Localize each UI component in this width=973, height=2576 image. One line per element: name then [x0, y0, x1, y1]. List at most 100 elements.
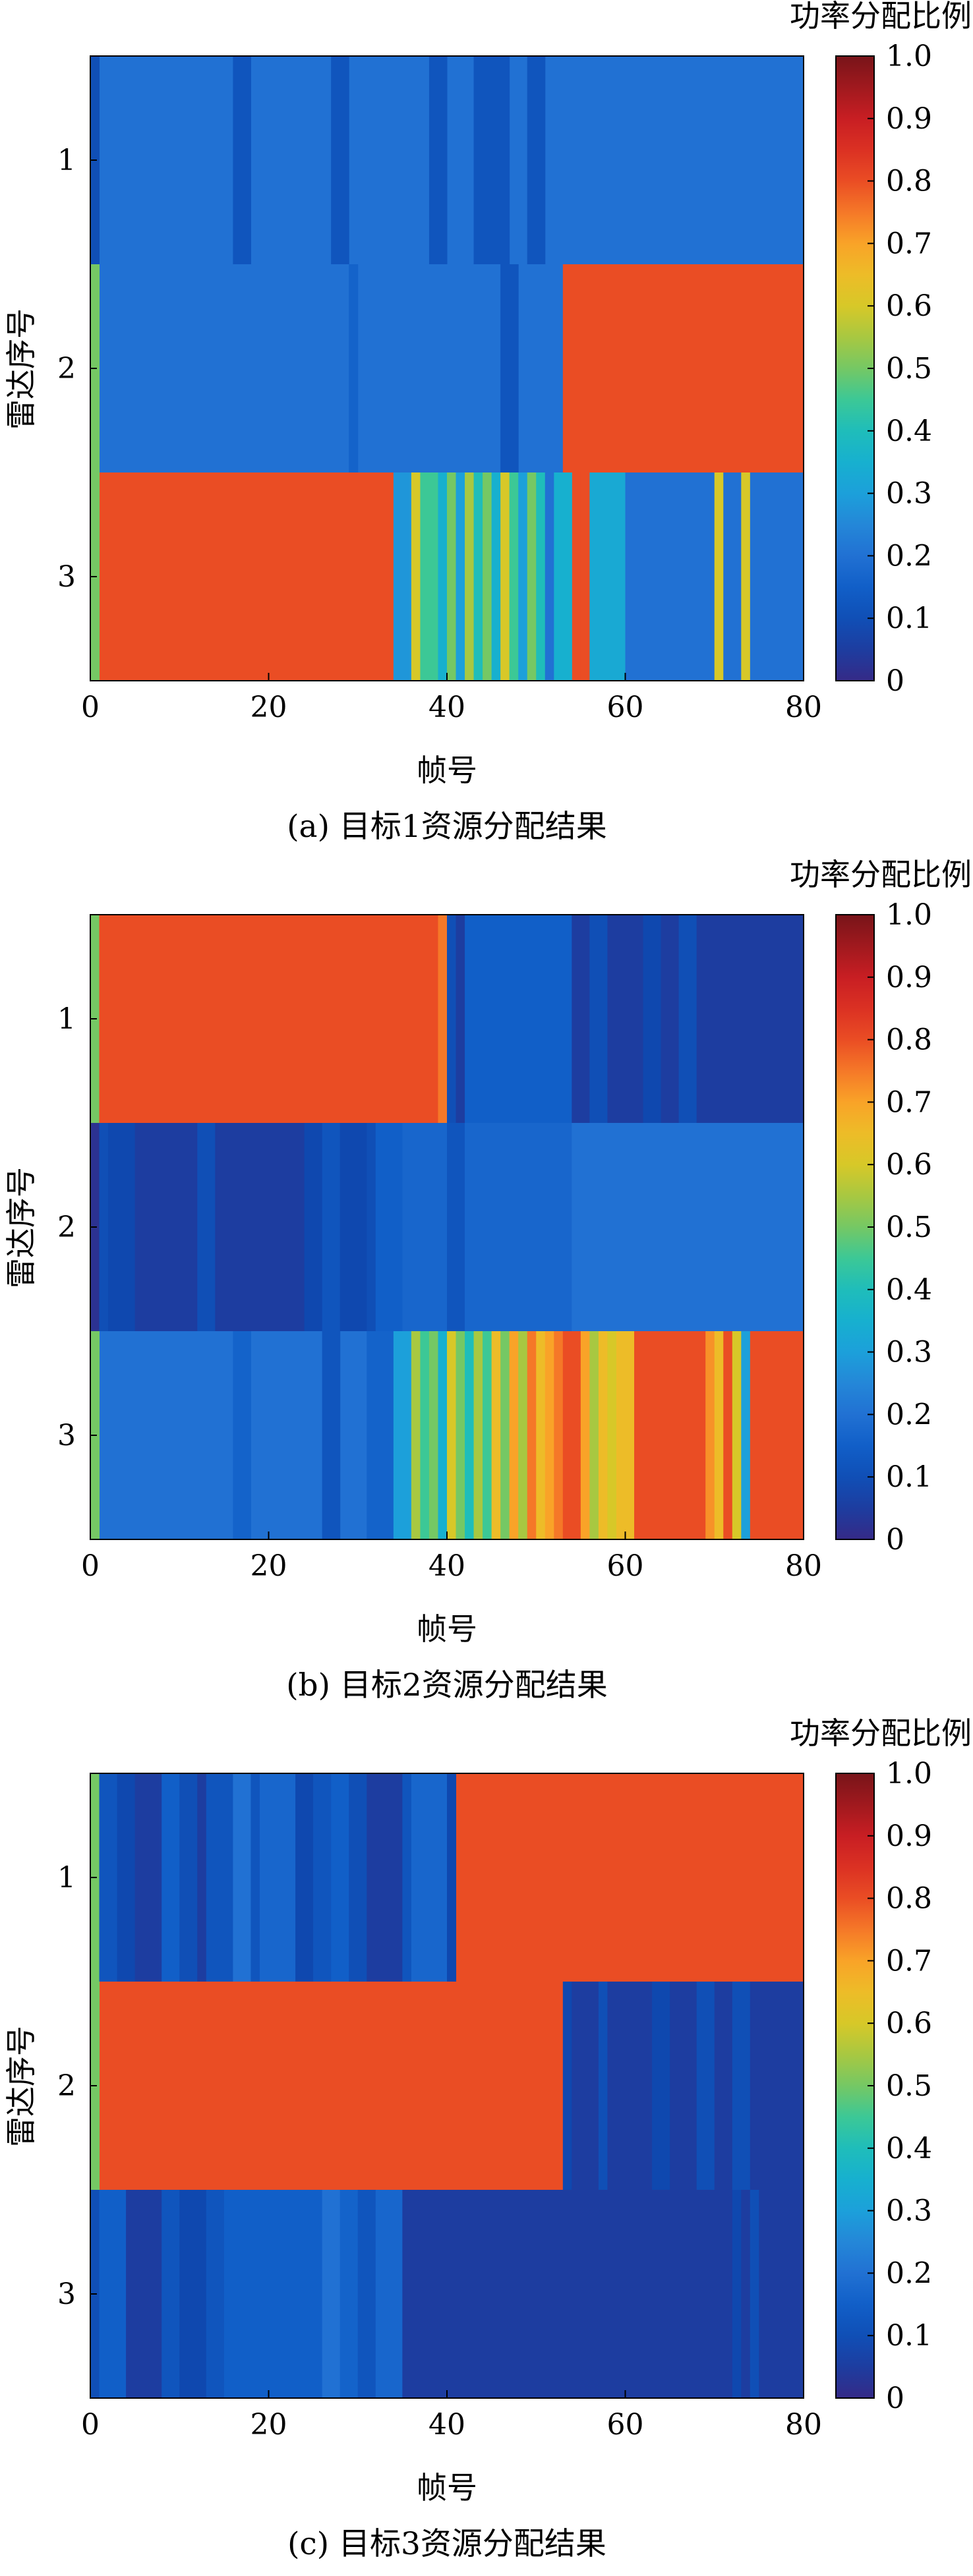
colorbar-tick-label: 0.3	[886, 2194, 932, 2228]
y-tick-label: 3	[57, 560, 76, 594]
heatmap-panel-c: 1 2 3 0 20 40 60 80 0 0.1 0.2 0.3 0.4 0.5 0.6 0.7 0.8 0.…	[0, 1717, 973, 2576]
heatmap-cell	[661, 915, 680, 1123]
x-tick-label: 0	[81, 2408, 100, 2442]
heatmap-cell	[393, 472, 412, 681]
x-tick-label: 80	[785, 691, 822, 724]
colorbar-tick-label: 0.9	[886, 1819, 932, 1853]
x-tick-label: 20	[251, 691, 287, 724]
heatmap-cell	[562, 1982, 572, 2190]
heatmap-cell	[349, 1773, 367, 1982]
heatmap-cell	[670, 1982, 697, 2190]
x-tick-label: 0	[81, 691, 100, 724]
colorbar-tick-label: 0.6	[886, 289, 932, 323]
colorbar-tick-label: 0.6	[886, 1148, 932, 1182]
heatmap-cell	[741, 2190, 751, 2398]
x-tick-label: 20	[251, 1549, 287, 1583]
heatmap-cell	[367, 1773, 403, 1982]
heatmap-cell	[331, 1773, 349, 1982]
heatmap-cell	[723, 472, 742, 681]
heatmap-panel-b: 1 2 3 0 20 40 60 80 0 0.1 0.2 0.3 0.4 0.5 0.6 0.7 0.8 0.…	[0, 859, 973, 1717]
heatmap-cell	[491, 472, 501, 681]
heatmap-cell	[456, 1331, 465, 1539]
y-tick-label: 3	[57, 2277, 76, 2311]
heatmap-cell	[162, 2190, 180, 2398]
heatmap-cell	[197, 1123, 216, 1331]
heatmap-cell	[375, 2190, 403, 2398]
heatmap-cell	[162, 1773, 180, 1982]
heatmap-cell	[616, 1331, 635, 1539]
x-tick-label: 40	[428, 1549, 465, 1583]
heatmap-cell	[322, 1331, 341, 1539]
heatmap-cell	[428, 56, 448, 264]
heatmap-cell	[678, 915, 697, 1123]
heatmap-cell	[447, 1331, 457, 1539]
colorbar-tick-label: 0.3	[886, 1336, 932, 1369]
heatmap-cell	[402, 1773, 412, 1982]
colorbar-tick-label: 0.2	[886, 1398, 932, 1431]
colorbar-tick-label: 0.5	[886, 352, 932, 386]
heatmap-cell	[179, 2190, 207, 2398]
panel-caption: (c) 目标3资源分配结果	[287, 2526, 606, 2562]
colorbar-tick-label: 0.8	[886, 1023, 932, 1057]
heatmap-panel-a: 1 2 3 0 20 40 60 80 0 0.1 0.2 0.3 0.4 0.5 0.6 0.7 0.8 0.…	[0, 0, 973, 859]
y-tick-label: 1	[57, 1002, 76, 1036]
heatmap-cell	[589, 915, 608, 1123]
heatmap-cell	[465, 472, 475, 681]
heatmap-cell	[723, 1331, 733, 1539]
heatmap-cell	[732, 2190, 742, 2398]
heatmap-cell	[233, 56, 251, 264]
colorbar-tick-label: 0.4	[886, 2132, 932, 2165]
heatmap-cell	[554, 1331, 564, 1539]
heatmap-cell	[705, 1331, 715, 1539]
colorbar-tick-label: 0	[886, 1523, 904, 1557]
heatmap-cell	[179, 1773, 198, 1982]
x-tick-label: 20	[251, 2408, 287, 2442]
heatmap-cell	[134, 1773, 162, 1982]
heatmap-cell	[215, 1123, 305, 1331]
heatmap-cell	[357, 2190, 376, 2398]
heatmap-cell	[483, 472, 492, 681]
heatmap-cell	[741, 1331, 751, 1539]
heatmap-cell	[322, 2190, 341, 2398]
heatmap-cell	[572, 1982, 599, 2190]
heatmap-cell	[562, 1331, 581, 1539]
colorbar-tick-label: 0.8	[886, 1882, 932, 1916]
heatmap-cell	[483, 1331, 492, 1539]
y-tick-label: 2	[57, 2069, 76, 2103]
heatmap-cell	[696, 1982, 715, 2190]
x-axis-label: 帧号	[417, 753, 477, 788]
colorbar-tick-label: 0.5	[886, 1211, 932, 1244]
x-tick-label: 80	[785, 1549, 822, 1583]
heatmap-cell	[536, 472, 546, 681]
heatmap-cell	[99, 1123, 109, 1331]
heatmap-cell	[500, 264, 519, 472]
heatmap-cell	[402, 1123, 448, 1331]
heatmap-cell	[99, 1773, 118, 1982]
heatmap-cell	[607, 915, 644, 1123]
heatmap-cell	[456, 472, 465, 681]
heatmap-cell	[509, 1331, 519, 1539]
x-axis-label: 帧号	[417, 1611, 477, 1647]
heatmap-cell	[339, 2190, 359, 2398]
heatmap-cell	[233, 1331, 251, 1539]
heatmap-cell	[447, 1123, 465, 1331]
heatmap-cell	[634, 1331, 706, 1539]
heatmap-cell	[500, 472, 510, 681]
heatmap-cell	[411, 1331, 421, 1539]
y-tick-label: 2	[57, 352, 76, 386]
heatmap-cell	[509, 472, 519, 681]
heatmap-cell	[732, 1331, 742, 1539]
y-axis-label: 雷达序号	[3, 2026, 39, 2147]
heatmap-cell	[438, 915, 448, 1123]
y-tick-label: 1	[57, 1861, 76, 1895]
colorbar-tick-label: 0.8	[886, 165, 932, 198]
y-axis-label: 雷达序号	[3, 1167, 39, 1288]
colorbar-tick-label: 1.0	[886, 1757, 932, 1790]
colorbar-tick-label: 1.0	[886, 40, 932, 73]
x-tick-label: 40	[428, 2408, 465, 2442]
heatmap-cell	[322, 1123, 341, 1331]
heatmap-cell	[491, 1331, 501, 1539]
heatmap-cell	[750, 1331, 804, 1539]
heatmap-cell	[580, 472, 590, 681]
heatmap-cell	[527, 56, 546, 264]
